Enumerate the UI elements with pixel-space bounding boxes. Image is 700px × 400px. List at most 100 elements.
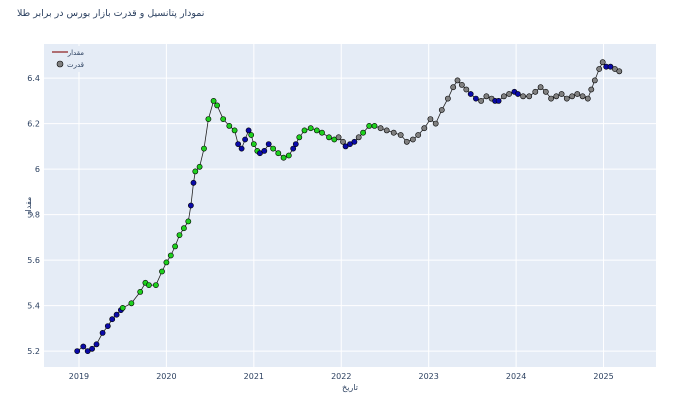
strength-point-gray [532,88,539,95]
strength-point-blue [89,345,95,352]
x-axis-title: تاریخ [342,383,358,392]
strength-point-gray [500,93,507,100]
strength-point-green [180,225,187,232]
legend-item-value: مقدار [67,49,85,57]
strength-point-gray [335,134,342,141]
strength-point-green [119,304,126,311]
strength-point-green [307,125,314,132]
y-tick-label: 6.2 [27,120,40,129]
strength-point-gray [599,59,606,66]
strength-point-blue [238,145,245,152]
strength-point-green [285,152,292,159]
strength-point-blue [99,329,106,336]
strength-point-blue [292,141,299,147]
y-tick-label: 5.4 [27,302,40,311]
strength-point-green [152,282,159,288]
x-axis: 2019 2020 2021 2022 2023 2024 2025 [69,372,614,381]
y-tick-label: 5.6 [27,256,40,265]
strength-point-green [163,259,170,266]
strength-point-gray [397,132,404,138]
series-marker-layer [74,59,623,354]
strength-point-gray [390,129,397,136]
strength-point-blue [104,323,111,329]
strength-point-green [176,232,183,238]
strength-point-blue [235,141,241,147]
strength-point-blue [290,145,297,152]
strength-point-blue [495,98,502,104]
strength-point-gray [588,86,595,93]
x-tick-label: 2022 [331,372,351,381]
x-tick-label: 2024 [506,372,526,381]
strength-point-green [313,127,320,134]
strength-point-green [301,127,308,134]
strength-point-green [280,154,287,161]
strength-point-gray [542,88,549,95]
strength-point-green [214,102,220,109]
strength-point-gray [383,127,390,134]
strength-point-gray [574,91,581,97]
strength-point-gray [403,138,410,145]
strength-point-gray [591,77,598,84]
strength-point-gray [438,107,445,113]
strength-point-green [201,145,207,152]
strength-point-gray [596,66,603,72]
strength-point-gray [563,95,570,102]
strength-point-gray [553,93,560,100]
strength-point-green [205,116,212,122]
strength-point-blue [109,316,116,323]
x-tick-label: 2023 [419,372,439,381]
strength-point-green [326,134,332,141]
strength-point-gray [454,77,461,84]
strength-point-green [167,252,174,259]
legend-box [48,46,93,72]
y-tick-label: 5.8 [27,211,40,220]
strength-point-gray [415,132,422,138]
x-tick-label: 2020 [156,372,176,381]
strength-point-gray [579,93,586,100]
strength-point-green [319,129,325,136]
strength-point-blue [265,141,272,147]
strength-point-green [270,145,276,152]
chart-title: نمودار پتانسیل و قدرت بازار بورس در براب… [17,8,205,19]
strength-point-blue [261,147,268,154]
strength-point-blue [245,127,252,134]
strength-point-gray [450,84,457,91]
strength-point-gray [427,116,434,122]
legend: مقدار قدرت [48,46,93,72]
strength-point-gray [478,98,484,104]
strength-point-blue [342,143,349,150]
strength-point-gray [616,68,623,75]
strength-point-blue [515,91,521,97]
strength-point-green [159,268,165,275]
plot-background [44,44,656,367]
strength-point-blue [113,311,120,318]
grid [44,44,656,367]
strength-point-blue [351,138,358,145]
strength-point-blue [84,348,91,354]
strength-point-gray [548,95,554,102]
x-tick-label: 2021 [244,372,264,381]
strength-point-gray [506,91,512,97]
strength-point-blue [187,202,194,209]
strength-point-blue [74,348,81,354]
strength-point-gray [520,93,526,100]
strength-point-gray [377,125,384,132]
strength-point-blue [467,91,474,97]
strength-point-green [185,218,192,225]
strength-point-green [226,123,233,129]
strength-point-gray [463,86,470,93]
strength-point-gray [558,91,565,97]
y-tick-label: 6.4 [27,74,40,83]
strength-point-green [275,150,282,157]
strength-point-blue [256,150,263,157]
strength-point-green [296,134,303,141]
strength-point-green [145,282,152,288]
strength-point-gray [526,93,533,100]
strength-point-gray [444,95,451,102]
strength-point-green [248,132,255,138]
strength-point-blue [80,343,87,350]
strength-point-blue [190,179,197,186]
strength-point-green [371,123,378,129]
strength-point-blue [607,63,614,70]
